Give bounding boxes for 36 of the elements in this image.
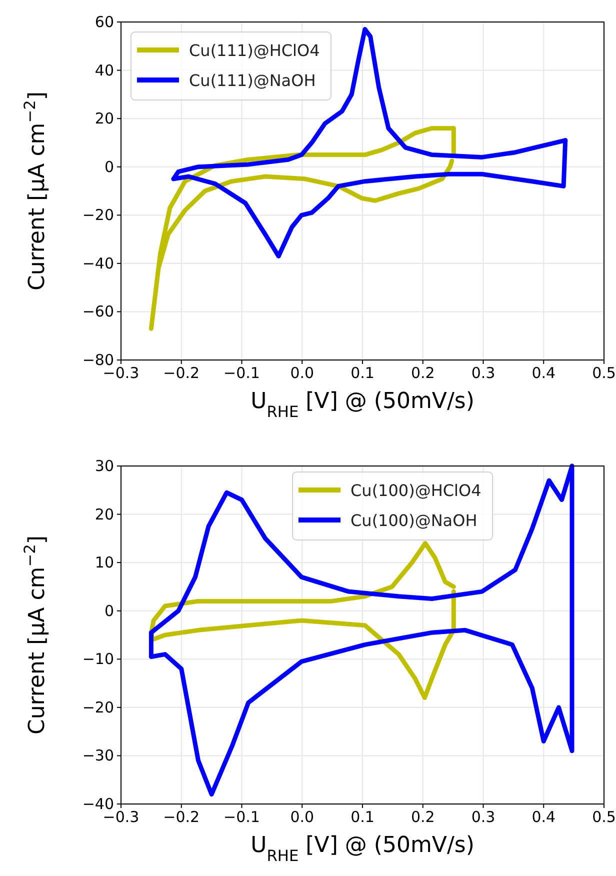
y-tick-label: −20 — [82, 206, 114, 224]
x-tick-label: 0.3 — [471, 364, 496, 382]
y-tick-label: −40 — [82, 254, 114, 272]
y-tick-label: 0 — [104, 602, 114, 620]
legend-label: Cu(111)@NaOH — [189, 71, 316, 90]
x-tick-label: −0.1 — [224, 364, 260, 382]
x-tick-label: 0.3 — [471, 808, 496, 826]
x-axis-title: U$_{RHE}$ [V] @ (50mV/s) — [250, 389, 474, 421]
y-tick-label: 30 — [94, 457, 114, 475]
y-tick-label: −60 — [82, 302, 114, 321]
y-tick-label: 20 — [94, 110, 114, 128]
legend-label: Cu(100)@NaOH — [350, 511, 478, 530]
y-tick-label: −30 — [82, 746, 114, 765]
x-tick-label: 0.0 — [290, 808, 314, 826]
x-tick-label: −0.1 — [224, 808, 260, 826]
x-tick-label: −0.2 — [163, 808, 200, 826]
x-tick-label: −0.2 — [163, 364, 200, 382]
x-tick-label: 0.2 — [410, 364, 435, 382]
y-tick-label: −20 — [82, 698, 114, 716]
x-tick-label: 0.1 — [350, 364, 374, 382]
y-tick-label: −10 — [82, 650, 114, 668]
legend-label: Cu(100)@HClO4 — [350, 481, 482, 500]
y-tick-label: 0 — [104, 158, 114, 176]
y-tick-label: 40 — [94, 61, 114, 80]
y-tick-label: 60 — [94, 13, 114, 31]
x-tick-label: 0.2 — [410, 808, 435, 826]
y-tick-label: 10 — [94, 554, 114, 572]
legend-label: Cu(111)@HClO4 — [189, 41, 320, 60]
x-tick-label: 0.5 — [592, 364, 616, 382]
x-axis-title: U$_{RHE}$ [V] @ (50mV/s) — [250, 833, 474, 865]
x-tick-label: 0.5 — [592, 808, 616, 826]
x-tick-label: 0.4 — [532, 808, 556, 826]
x-tick-label: 0.0 — [290, 364, 314, 382]
y-tick-label: 20 — [94, 505, 114, 524]
x-tick-label: 0.1 — [350, 808, 374, 826]
x-tick-label: 0.4 — [532, 364, 556, 382]
